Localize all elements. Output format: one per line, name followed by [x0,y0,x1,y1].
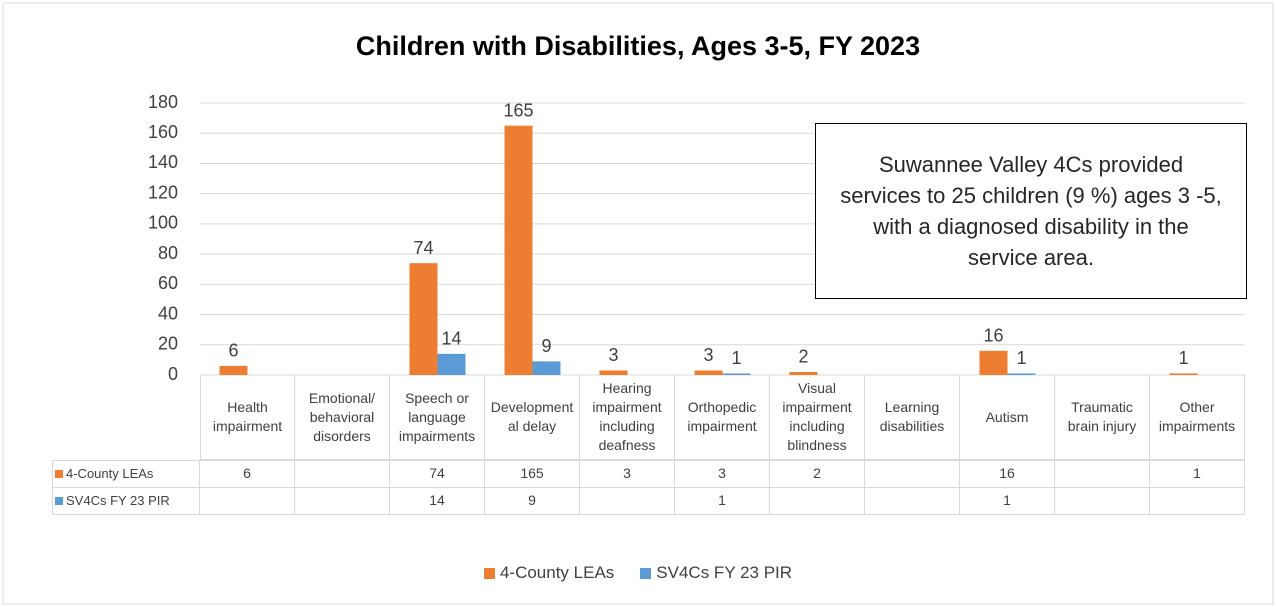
table-cell [580,487,675,515]
table-cell: 1 [675,487,770,515]
table-cell [200,487,295,515]
table-cell: 3 [675,460,770,488]
bar [409,263,438,375]
y-tick-label: 80 [158,243,178,263]
data-label: 165 [503,100,533,120]
table-cell: 16 [960,460,1055,488]
table-cell: 165 [485,460,580,488]
legend-item: 4-County LEAs [483,563,615,583]
bar [504,125,533,376]
y-tick-label: 40 [158,303,178,323]
table-cell [770,487,865,515]
table-cell [295,487,390,515]
y-tick-label: 60 [158,273,178,293]
table-cell [1055,460,1150,488]
data-label: 1 [1178,348,1188,368]
legend-label: 4-County LEAs [499,563,615,582]
legend-item: SV4Cs FY 23 PIR [640,563,792,583]
data-label: 1 [731,348,741,368]
y-tick-label: 120 [148,182,178,202]
category-cell: Health impairment [200,375,295,460]
table-cell: 3 [580,460,675,488]
data-label: 9 [541,336,551,356]
y-tick-label: 140 [148,152,178,172]
bar [599,370,628,375]
table-cell: 1 [1150,460,1245,488]
annotation: Suwannee Valley 4Cs provided services to… [815,123,1247,299]
table-cell [1150,487,1245,515]
legend: 4-County LEAs SV4Cs FY 23 PIR [0,563,1276,583]
chart-title: Children with Disabilities, Ages 3-5, FY… [356,31,920,61]
row-label: 4-County LEAs [52,460,200,488]
category-cell: Developmental delay [485,375,580,460]
category-cell: Orthopedic impairment [675,375,770,460]
data-label: 1 [1016,348,1026,368]
data-label: 6 [228,341,238,361]
table-cell [295,460,390,488]
table-cell [865,460,960,488]
data-label: 14 [441,329,461,349]
table-cell: 6 [200,460,295,488]
category-cell: Other impairments [1150,375,1245,460]
table-cell: 74 [390,460,485,488]
y-tick-label: 0 [168,364,178,384]
table-cell: 9 [485,487,580,515]
y-tick-label: 20 [158,334,178,354]
category-cell: Learning disabilities [865,375,960,460]
data-label: 3 [703,345,713,365]
legend-label: SV4Cs FY 23 PIR [656,563,793,582]
table-cell: 1 [960,487,1055,515]
legend-key [483,567,495,579]
y-tick-label: 100 [148,213,178,233]
legend-key [55,469,63,478]
table-cell [865,487,960,515]
table-cell: 14 [390,487,485,515]
category-cell: Autism [960,375,1055,460]
bar [1169,373,1198,375]
legend-key [640,567,652,579]
table-cell [1055,487,1150,515]
data-label: 2 [798,347,808,367]
row-label-text: 4-County LEAs [66,466,154,482]
bar [1007,373,1036,375]
category-cell: Emotional/ behavioral disorders [295,375,390,460]
y-tick-label: 160 [148,122,178,142]
category-cell: Visual impairment including blindness [770,375,865,460]
legend-key [55,496,63,505]
data-label: 74 [413,238,433,258]
bar [219,365,248,375]
y-tick-label: 180 [148,92,178,112]
bar [694,370,723,375]
category-cell: Traumatic brain injury [1055,375,1150,460]
row-label-text: SV4Cs FY 23 PIR [66,493,170,509]
bar [437,353,466,375]
bar [722,373,751,375]
category-cell: Speech or language impairments [390,375,485,460]
bar [532,361,561,375]
table-cell: 2 [770,460,865,488]
bar [979,350,1008,375]
data-label: 16 [983,326,1003,346]
data-label: 3 [608,345,618,365]
bar [789,371,818,375]
row-label: SV4Cs FY 23 PIR [52,487,200,515]
category-cell: Hearing impairment including deafness [580,375,675,460]
